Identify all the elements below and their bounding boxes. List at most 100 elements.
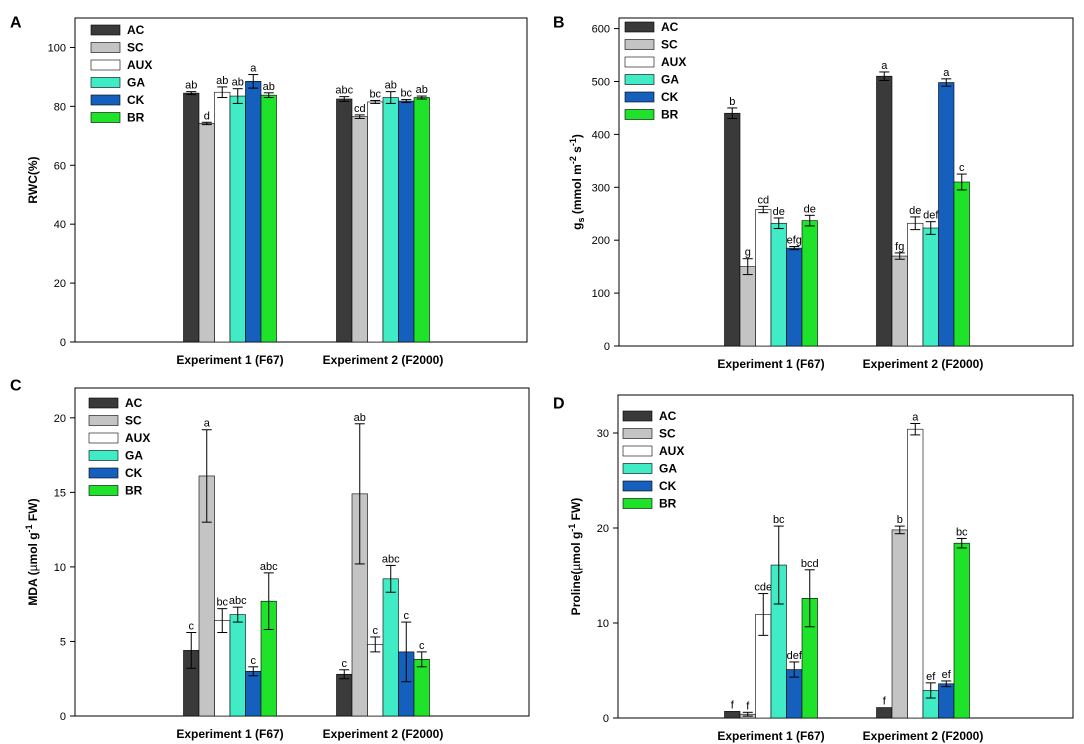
legend-swatch-br (624, 109, 655, 120)
legend-label-ac: AC (125, 396, 143, 410)
panel-label: D (553, 395, 565, 412)
significance-letter: b (729, 96, 735, 108)
legend-label-ga: GA (661, 73, 679, 87)
legend-label-ck: CK (661, 90, 679, 104)
significance-letter: abc (335, 85, 353, 97)
bar-ac (876, 75, 893, 347)
legend-label-ck: CK (659, 479, 677, 493)
y-tick-label: 600 (592, 24, 610, 36)
bar-ac (336, 98, 353, 343)
significance-letter: ab (216, 75, 228, 87)
significance-letter: a (912, 412, 919, 424)
legend-label-ga: GA (659, 462, 677, 476)
significance-letter: bc (216, 597, 228, 609)
y-tick-label: 10 (597, 618, 609, 630)
bar-br (801, 220, 818, 347)
significance-letter: de (804, 203, 816, 215)
bar-ga (922, 227, 939, 347)
y-tick-label: 0 (60, 337, 66, 349)
legend-label-aux: AUX (659, 444, 684, 458)
panel-label: C (10, 377, 22, 394)
bar-aux (367, 101, 384, 343)
y-tick-label: 5 (60, 636, 66, 648)
legend-label-aux: AUX (127, 58, 152, 72)
y-tick-label: 40 (54, 219, 66, 231)
y-tick-label: 80 (54, 101, 66, 113)
significance-letter: bc (956, 526, 968, 538)
bar-ga (382, 578, 399, 717)
significance-letter: c (189, 621, 195, 633)
x-category-label: Experiment 1 (F67) (176, 353, 283, 367)
y-tick-label: 30 (597, 428, 609, 440)
legend-swatch-ck (88, 467, 119, 479)
significance-letter: ef (926, 671, 936, 683)
y-tick-label: 60 (54, 160, 66, 172)
significance-letter: ab (385, 80, 397, 92)
legend-swatch-ga (90, 77, 121, 88)
y-tick-label: 10 (54, 562, 66, 574)
legend-label-ck: CK (125, 466, 143, 480)
bar-ck (938, 683, 955, 719)
significance-letter: c (251, 655, 257, 667)
y-tick-label: 100 (592, 288, 610, 300)
bar-aux (214, 620, 231, 717)
significance-letter: de (909, 205, 921, 217)
bar-ck (245, 670, 262, 717)
bar-br (260, 94, 277, 343)
y-tick-label: 20 (54, 413, 66, 425)
significance-letter: a (204, 418, 211, 430)
significance-letter: g (745, 247, 751, 259)
significance-letter: b (897, 514, 903, 526)
plot-frame (74, 387, 530, 717)
legend-swatch-aux (622, 445, 653, 457)
significance-letter: ab (354, 412, 366, 424)
legend-swatch-aux (624, 56, 655, 68)
legend-label-ck: CK (127, 93, 145, 107)
x-category-label: Experiment 2 (F2000) (323, 353, 444, 367)
bar-ga (229, 614, 246, 717)
x-category-label: Experiment 2 (F2000) (863, 357, 984, 371)
bar-sc (351, 116, 368, 343)
significance-letter: efg (787, 235, 802, 247)
bar-aux (214, 91, 231, 343)
panel-label: A (10, 14, 22, 31)
y-tick-label: 0 (60, 711, 66, 723)
legend-swatch-ck (622, 480, 653, 492)
panel-label: B (553, 14, 565, 31)
legend-swatch-ga (624, 74, 655, 85)
legend-label-br: BR (127, 111, 145, 125)
legend-label-aux: AUX (125, 431, 150, 445)
significance-letter: bc (773, 514, 785, 526)
bar-ac (183, 92, 200, 343)
bar-sc (891, 529, 908, 719)
legend-label-ac: AC (661, 20, 679, 34)
y-axis-label: Proline(µmol g-1 FW) (567, 498, 583, 616)
bar-br (953, 181, 970, 347)
y-tick-label: 400 (592, 129, 610, 141)
legend-swatch-br (88, 485, 119, 496)
legend-swatch-ac (90, 24, 121, 36)
bar-sc (739, 266, 756, 347)
x-category-label: Experiment 1 (F67) (717, 357, 824, 371)
y-axis-label: MDA (µmol g-1 FW) (24, 498, 40, 605)
legend-swatch-ac (624, 21, 655, 33)
bar-br (953, 542, 970, 719)
significance-letter: de (773, 206, 785, 218)
y-tick-label: 0 (603, 713, 609, 725)
significance-letter: c (373, 625, 379, 637)
legend-label-sc: SC (661, 38, 678, 52)
significance-letter: c (404, 610, 410, 622)
significance-letter: bcd (801, 558, 819, 570)
legend-label-ac: AC (127, 23, 145, 37)
y-axis-label: RWC(%) (26, 156, 40, 203)
significance-letter: ab (263, 81, 275, 93)
bar-br (413, 659, 430, 717)
bar-ck (786, 247, 803, 347)
plot-frame (617, 394, 1074, 719)
significance-letter: ef (942, 669, 952, 681)
legend-label-sc: SC (127, 41, 144, 55)
significance-letter: def (787, 650, 803, 662)
legend-swatch-ac (622, 410, 653, 422)
significance-letter: f (883, 696, 887, 708)
bar-aux (755, 209, 772, 347)
